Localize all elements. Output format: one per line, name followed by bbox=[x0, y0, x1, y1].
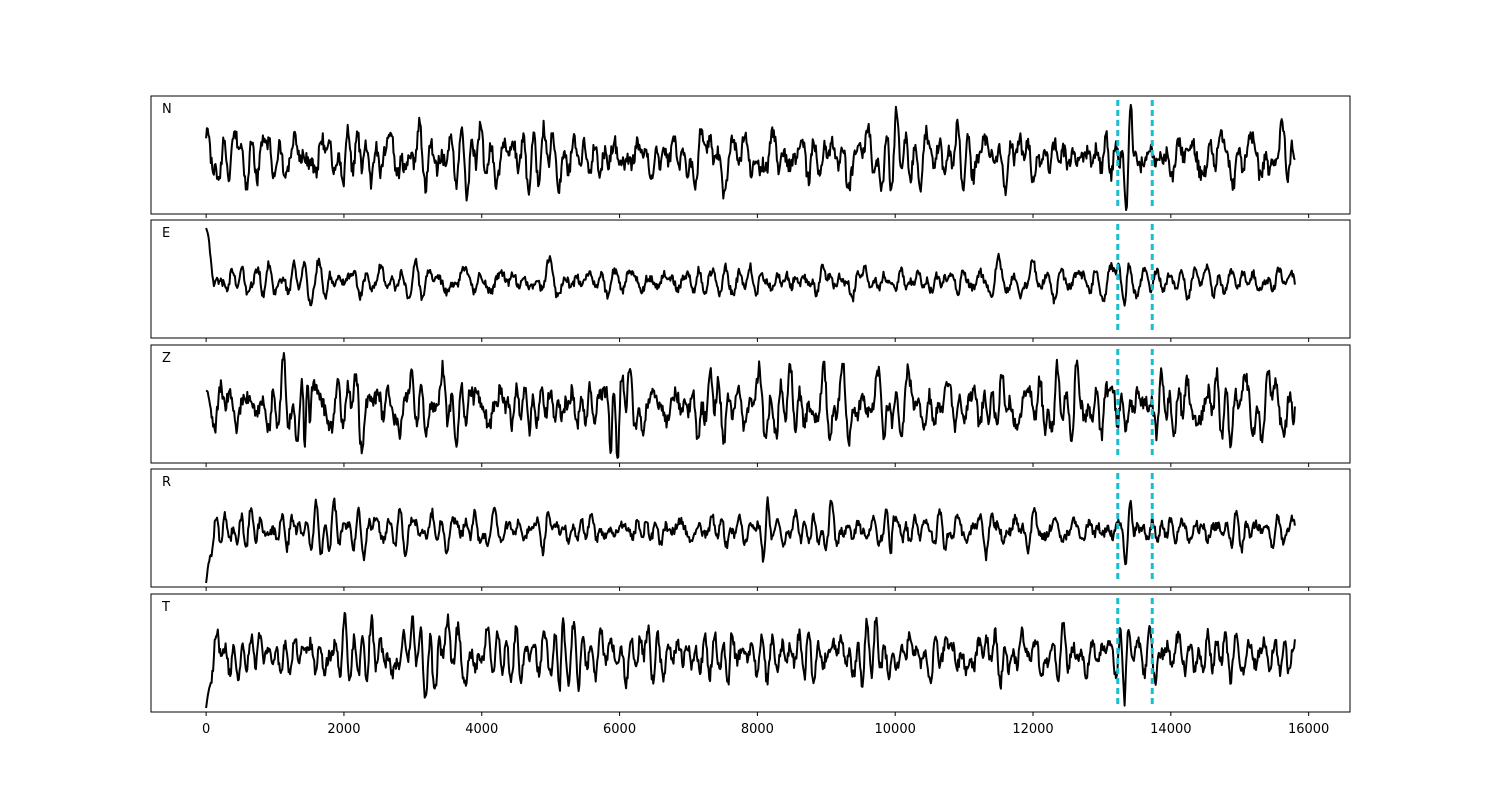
panel-label: E bbox=[162, 226, 170, 241]
panel-frame bbox=[150, 468, 1351, 588]
panel-frame bbox=[150, 219, 1351, 339]
panel-t: T bbox=[150, 593, 1351, 716]
panel-e: E bbox=[150, 219, 1351, 342]
x-tick-label: 2000 bbox=[327, 722, 360, 737]
panel-z: Z bbox=[150, 344, 1351, 467]
x-tick-label: 0 bbox=[202, 722, 210, 737]
waveform-trace-n bbox=[205, 103, 1296, 211]
panel-label: Z bbox=[162, 351, 171, 366]
waveform-trace-z bbox=[205, 352, 1296, 459]
panel-n: N bbox=[150, 95, 1351, 218]
panel-label: T bbox=[161, 600, 170, 615]
x-tick-label: 16000 bbox=[1288, 722, 1329, 737]
panel-label: N bbox=[162, 102, 172, 117]
waveform-trace-r bbox=[205, 496, 1296, 584]
waveform-trace-e bbox=[205, 227, 1296, 307]
waveform-trace-t bbox=[205, 611, 1296, 709]
panel-r: R bbox=[150, 468, 1351, 591]
panels-group: N E Z R T bbox=[150, 95, 1351, 716]
x-tick-label: 6000 bbox=[603, 722, 636, 737]
x-tick-label: 10000 bbox=[875, 722, 916, 737]
x-tick-label: 4000 bbox=[465, 722, 498, 737]
x-axis: 0 2000 4000 6000 8000 10000 12000 14000 16000 bbox=[202, 722, 1329, 737]
panel-frame bbox=[150, 593, 1351, 713]
panel-frame bbox=[150, 344, 1351, 464]
panel-frame bbox=[150, 95, 1351, 215]
x-tick-label: 8000 bbox=[741, 722, 774, 737]
x-tick-label: 12000 bbox=[1012, 722, 1053, 737]
panel-label: R bbox=[162, 475, 171, 490]
x-tick-label: 14000 bbox=[1150, 722, 1191, 737]
